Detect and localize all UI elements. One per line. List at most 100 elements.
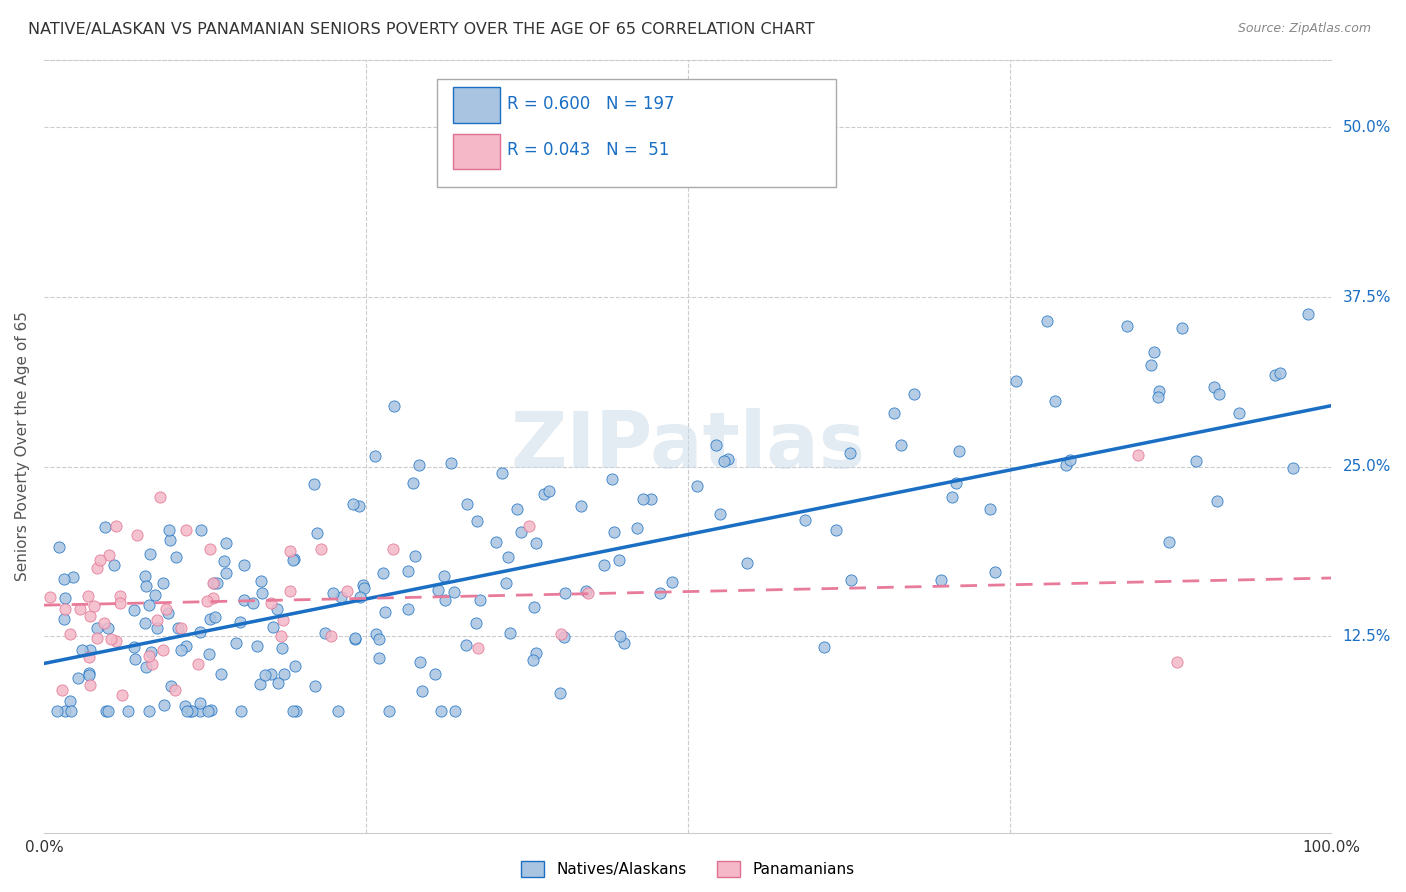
Point [537,483,560,498]
Text: 25.0%: 25.0% [1343,459,1391,475]
Point [190,524,212,538]
Point [309,542,332,557]
Point [94,704,117,718]
Point [465,616,488,631]
Point [180,704,202,718]
Point [105,518,128,533]
Point [153,698,176,712]
Point [1059,452,1081,467]
Point [713,454,735,468]
Point [138,649,160,664]
Point [509,525,531,540]
Point [1208,386,1230,401]
Point [353,581,375,595]
Point [231,704,253,718]
Point [100,632,122,646]
Point [704,438,727,452]
Point [841,573,863,587]
Point [53,601,76,615]
Point [262,620,284,634]
Point [1157,535,1180,549]
Point [202,576,225,591]
Point [813,640,835,655]
Point [979,501,1001,516]
Point [215,536,238,550]
Point [404,549,426,563]
Point [122,640,145,654]
Point [152,642,174,657]
Point [496,550,519,565]
Point [602,525,624,540]
Point [607,552,630,566]
Point [86,631,108,645]
Point [322,586,344,600]
Point [495,576,517,591]
Point [165,683,187,698]
Point [1128,448,1150,462]
Point [146,614,169,628]
Point [364,449,387,463]
Point [631,491,654,506]
Point [344,632,367,646]
Text: Source: ZipAtlas.com: Source: ZipAtlas.com [1237,22,1371,36]
Point [215,566,238,580]
Point [433,569,456,583]
Point [485,534,508,549]
Point [62,570,84,584]
Point [524,536,547,550]
Point [127,528,149,542]
Point [198,612,221,626]
Point [281,552,304,566]
Point [506,502,529,516]
Point [270,641,292,656]
Point [945,475,967,490]
Point [1147,390,1170,404]
Point [1115,319,1137,334]
Point [232,558,254,572]
Point [242,596,264,610]
Point [1043,394,1066,409]
Text: NATIVE/ALASKAN VS PANAMANIAN SENIORS POVERTY OVER THE AGE OF 65 CORRELATION CHAR: NATIVE/ALASKAN VS PANAMANIAN SENIORS POV… [28,22,814,37]
Point [135,579,157,593]
Point [53,612,76,626]
Point [209,667,232,681]
Point [174,639,197,653]
Point [273,666,295,681]
FancyBboxPatch shape [453,134,499,169]
Point [77,666,100,681]
Point [838,446,860,460]
Point [76,589,98,603]
Point [465,514,488,528]
Point [890,438,912,452]
Point [443,585,465,599]
Point [204,610,226,624]
Point [284,704,307,718]
Text: 37.5%: 37.5% [1343,290,1391,304]
Point [378,704,401,718]
Point [108,590,131,604]
Point [97,704,120,718]
Point [941,490,963,504]
Text: 12.5%: 12.5% [1343,629,1391,644]
Point [170,642,193,657]
Point [260,666,283,681]
Text: R = 0.600   N = 197: R = 0.600 N = 197 [508,95,675,112]
Point [159,533,181,548]
Point [122,603,145,617]
Point [160,679,183,693]
Point [429,704,451,718]
Legend: Natives/Alaskans, Panamanians: Natives/Alaskans, Panamanians [515,855,860,883]
Point [302,477,325,491]
Point [53,591,76,605]
Point [454,638,477,652]
Point [593,558,616,572]
Point [165,550,187,565]
Point [929,573,952,587]
Point [79,678,101,692]
Point [609,629,631,643]
Point [94,520,117,534]
Point [709,508,731,522]
Point [246,639,269,653]
Point [524,646,547,660]
Point [89,553,111,567]
